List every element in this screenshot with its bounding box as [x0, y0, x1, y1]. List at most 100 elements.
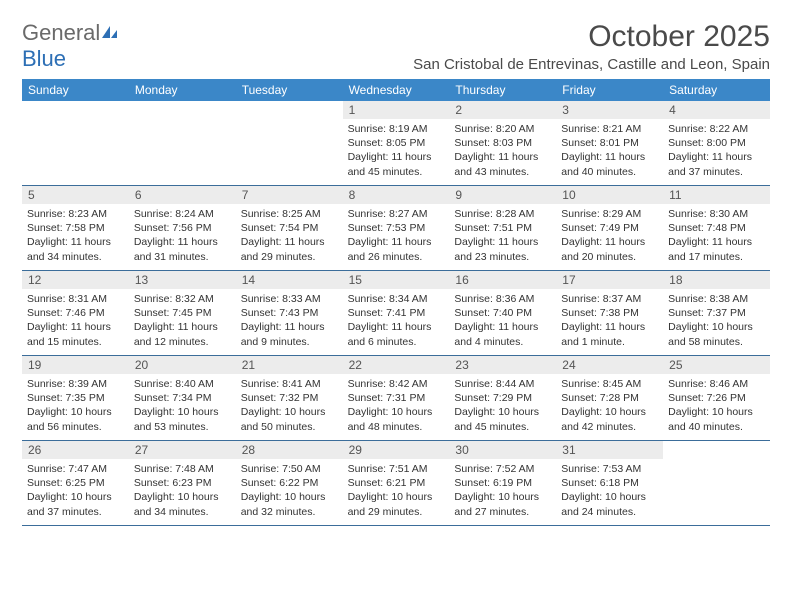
sunrise-text: Sunrise: 8:31 AM: [27, 292, 124, 306]
day-number: 24: [556, 356, 663, 374]
daylight-text-2: and 42 minutes.: [561, 420, 658, 434]
sunrise-text: Sunrise: 8:41 AM: [241, 377, 338, 391]
day-number: 6: [129, 186, 236, 204]
day-details: Sunrise: 8:45 AMSunset: 7:28 PMDaylight:…: [556, 374, 663, 439]
daylight-text-1: Daylight: 10 hours: [27, 490, 124, 504]
day-cell: 14Sunrise: 8:33 AMSunset: 7:43 PMDayligh…: [236, 271, 343, 355]
sunrise-text: Sunrise: 8:46 AM: [668, 377, 765, 391]
month-title: October 2025: [413, 20, 770, 54]
day-details: Sunrise: 8:33 AMSunset: 7:43 PMDaylight:…: [236, 289, 343, 354]
daylight-text-1: Daylight: 11 hours: [561, 235, 658, 249]
sunset-text: Sunset: 7:43 PM: [241, 306, 338, 320]
day-number: 18: [663, 271, 770, 289]
daylight-text-1: Daylight: 11 hours: [348, 150, 445, 164]
sunrise-text: Sunrise: 7:48 AM: [134, 462, 231, 476]
daylight-text-2: and 17 minutes.: [668, 250, 765, 264]
calendar: SundayMondayTuesdayWednesdayThursdayFrid…: [22, 79, 770, 526]
day-number: 27: [129, 441, 236, 459]
day-details: Sunrise: 8:40 AMSunset: 7:34 PMDaylight:…: [129, 374, 236, 439]
sunrise-text: Sunrise: 8:28 AM: [454, 207, 551, 221]
day-number: 29: [343, 441, 450, 459]
daylight-text-1: Daylight: 10 hours: [134, 405, 231, 419]
day-number: 20: [129, 356, 236, 374]
brand-text-blue: Blue: [22, 46, 66, 71]
day-cell: 16Sunrise: 8:36 AMSunset: 7:40 PMDayligh…: [449, 271, 556, 355]
day-details: Sunrise: 8:39 AMSunset: 7:35 PMDaylight:…: [22, 374, 129, 439]
daylight-text-2: and 56 minutes.: [27, 420, 124, 434]
day-number: 3: [556, 101, 663, 119]
brand-logo: GeneralBlue: [22, 20, 120, 72]
sunrise-text: Sunrise: 7:51 AM: [348, 462, 445, 476]
sunset-text: Sunset: 7:51 PM: [454, 221, 551, 235]
day-details: Sunrise: 7:50 AMSunset: 6:22 PMDaylight:…: [236, 459, 343, 524]
sunrise-text: Sunrise: 8:36 AM: [454, 292, 551, 306]
weeks-container: 1Sunrise: 8:19 AMSunset: 8:05 PMDaylight…: [22, 101, 770, 526]
day-number: 12: [22, 271, 129, 289]
day-cell: 28Sunrise: 7:50 AMSunset: 6:22 PMDayligh…: [236, 441, 343, 525]
sunrise-text: Sunrise: 8:32 AM: [134, 292, 231, 306]
daylight-text-1: Daylight: 11 hours: [454, 320, 551, 334]
day-details: Sunrise: 8:31 AMSunset: 7:46 PMDaylight:…: [22, 289, 129, 354]
daylight-text-1: Daylight: 11 hours: [241, 320, 338, 334]
daylight-text-2: and 24 minutes.: [561, 505, 658, 519]
sunrise-text: Sunrise: 8:44 AM: [454, 377, 551, 391]
day-details: Sunrise: 8:38 AMSunset: 7:37 PMDaylight:…: [663, 289, 770, 354]
sunset-text: Sunset: 6:19 PM: [454, 476, 551, 490]
sunset-text: Sunset: 7:48 PM: [668, 221, 765, 235]
day-details: Sunrise: 8:34 AMSunset: 7:41 PMDaylight:…: [343, 289, 450, 354]
day-details: Sunrise: 7:47 AMSunset: 6:25 PMDaylight:…: [22, 459, 129, 524]
sunset-text: Sunset: 7:31 PM: [348, 391, 445, 405]
weekday-header-cell: Saturday: [663, 79, 770, 101]
sunrise-text: Sunrise: 8:33 AM: [241, 292, 338, 306]
daylight-text-1: Daylight: 11 hours: [241, 235, 338, 249]
weekday-header-row: SundayMondayTuesdayWednesdayThursdayFrid…: [22, 79, 770, 101]
sunrise-text: Sunrise: 8:34 AM: [348, 292, 445, 306]
daylight-text-2: and 29 minutes.: [241, 250, 338, 264]
day-number: 19: [22, 356, 129, 374]
daylight-text-2: and 37 minutes.: [27, 505, 124, 519]
sunrise-text: Sunrise: 8:21 AM: [561, 122, 658, 136]
day-number: 22: [343, 356, 450, 374]
day-cell: 10Sunrise: 8:29 AMSunset: 7:49 PMDayligh…: [556, 186, 663, 270]
daylight-text-2: and 6 minutes.: [348, 335, 445, 349]
daylight-text-2: and 43 minutes.: [454, 165, 551, 179]
daylight-text-1: Daylight: 11 hours: [27, 320, 124, 334]
sunrise-text: Sunrise: 8:22 AM: [668, 122, 765, 136]
sunrise-text: Sunrise: 7:50 AM: [241, 462, 338, 476]
daylight-text-1: Daylight: 10 hours: [134, 490, 231, 504]
sunset-text: Sunset: 6:23 PM: [134, 476, 231, 490]
sunset-text: Sunset: 6:22 PM: [241, 476, 338, 490]
daylight-text-1: Daylight: 10 hours: [27, 405, 124, 419]
header: GeneralBlue October 2025 San Cristobal d…: [22, 20, 770, 73]
day-cell: 27 Sunrise: 7:48 AMSunset: 6:23 PMDayligh…: [129, 441, 236, 525]
sunset-text: Sunset: 7:56 PM: [134, 221, 231, 235]
daylight-text-2: and 29 minutes.: [348, 505, 445, 519]
daylight-text-1: Daylight: 11 hours: [668, 150, 765, 164]
day-details: Sunrise: 7:51 AMSunset: 6:21 PMDaylight:…: [343, 459, 450, 524]
daylight-text-2: and 45 minutes.: [348, 165, 445, 179]
day-details: Sunrise: 8:23 AMSunset: 7:58 PMDaylight:…: [22, 204, 129, 269]
week-row: 19Sunrise: 8:39 AMSunset: 7:35 PMDayligh…: [22, 356, 770, 441]
day-details: Sunrise: 8:22 AMSunset: 8:00 PMDaylight:…: [663, 119, 770, 184]
sunset-text: Sunset: 6:18 PM: [561, 476, 658, 490]
day-number: 4: [663, 101, 770, 119]
sunrise-text: Sunrise: 8:29 AM: [561, 207, 658, 221]
sunset-text: Sunset: 7:38 PM: [561, 306, 658, 320]
daylight-text-2: and 32 minutes.: [241, 505, 338, 519]
weekday-header-cell: Wednesday: [343, 79, 450, 101]
day-cell: 21Sunrise: 8:41 AMSunset: 7:32 PMDayligh…: [236, 356, 343, 440]
day-details: Sunrise: 7:53 AMSunset: 6:18 PMDaylight:…: [556, 459, 663, 524]
title-block: October 2025 San Cristobal de Entrevinas…: [413, 20, 770, 73]
day-cell: 9Sunrise: 8:28 AMSunset: 7:51 PMDaylight…: [449, 186, 556, 270]
day-cell: 23Sunrise: 8:44 AMSunset: 7:29 PMDayligh…: [449, 356, 556, 440]
day-details: Sunrise: 8:41 AMSunset: 7:32 PMDaylight:…: [236, 374, 343, 439]
daylight-text-2: and 12 minutes.: [134, 335, 231, 349]
day-number: 7: [236, 186, 343, 204]
day-number: 25: [663, 356, 770, 374]
day-details: Sunrise: 8:24 AMSunset: 7:56 PMDaylight:…: [129, 204, 236, 269]
sunrise-text: Sunrise: 8:39 AM: [27, 377, 124, 391]
day-cell: 7Sunrise: 8:25 AMSunset: 7:54 PMDaylight…: [236, 186, 343, 270]
sunset-text: Sunset: 7:37 PM: [668, 306, 765, 320]
day-number: 28: [236, 441, 343, 459]
daylight-text-1: Daylight: 10 hours: [454, 490, 551, 504]
